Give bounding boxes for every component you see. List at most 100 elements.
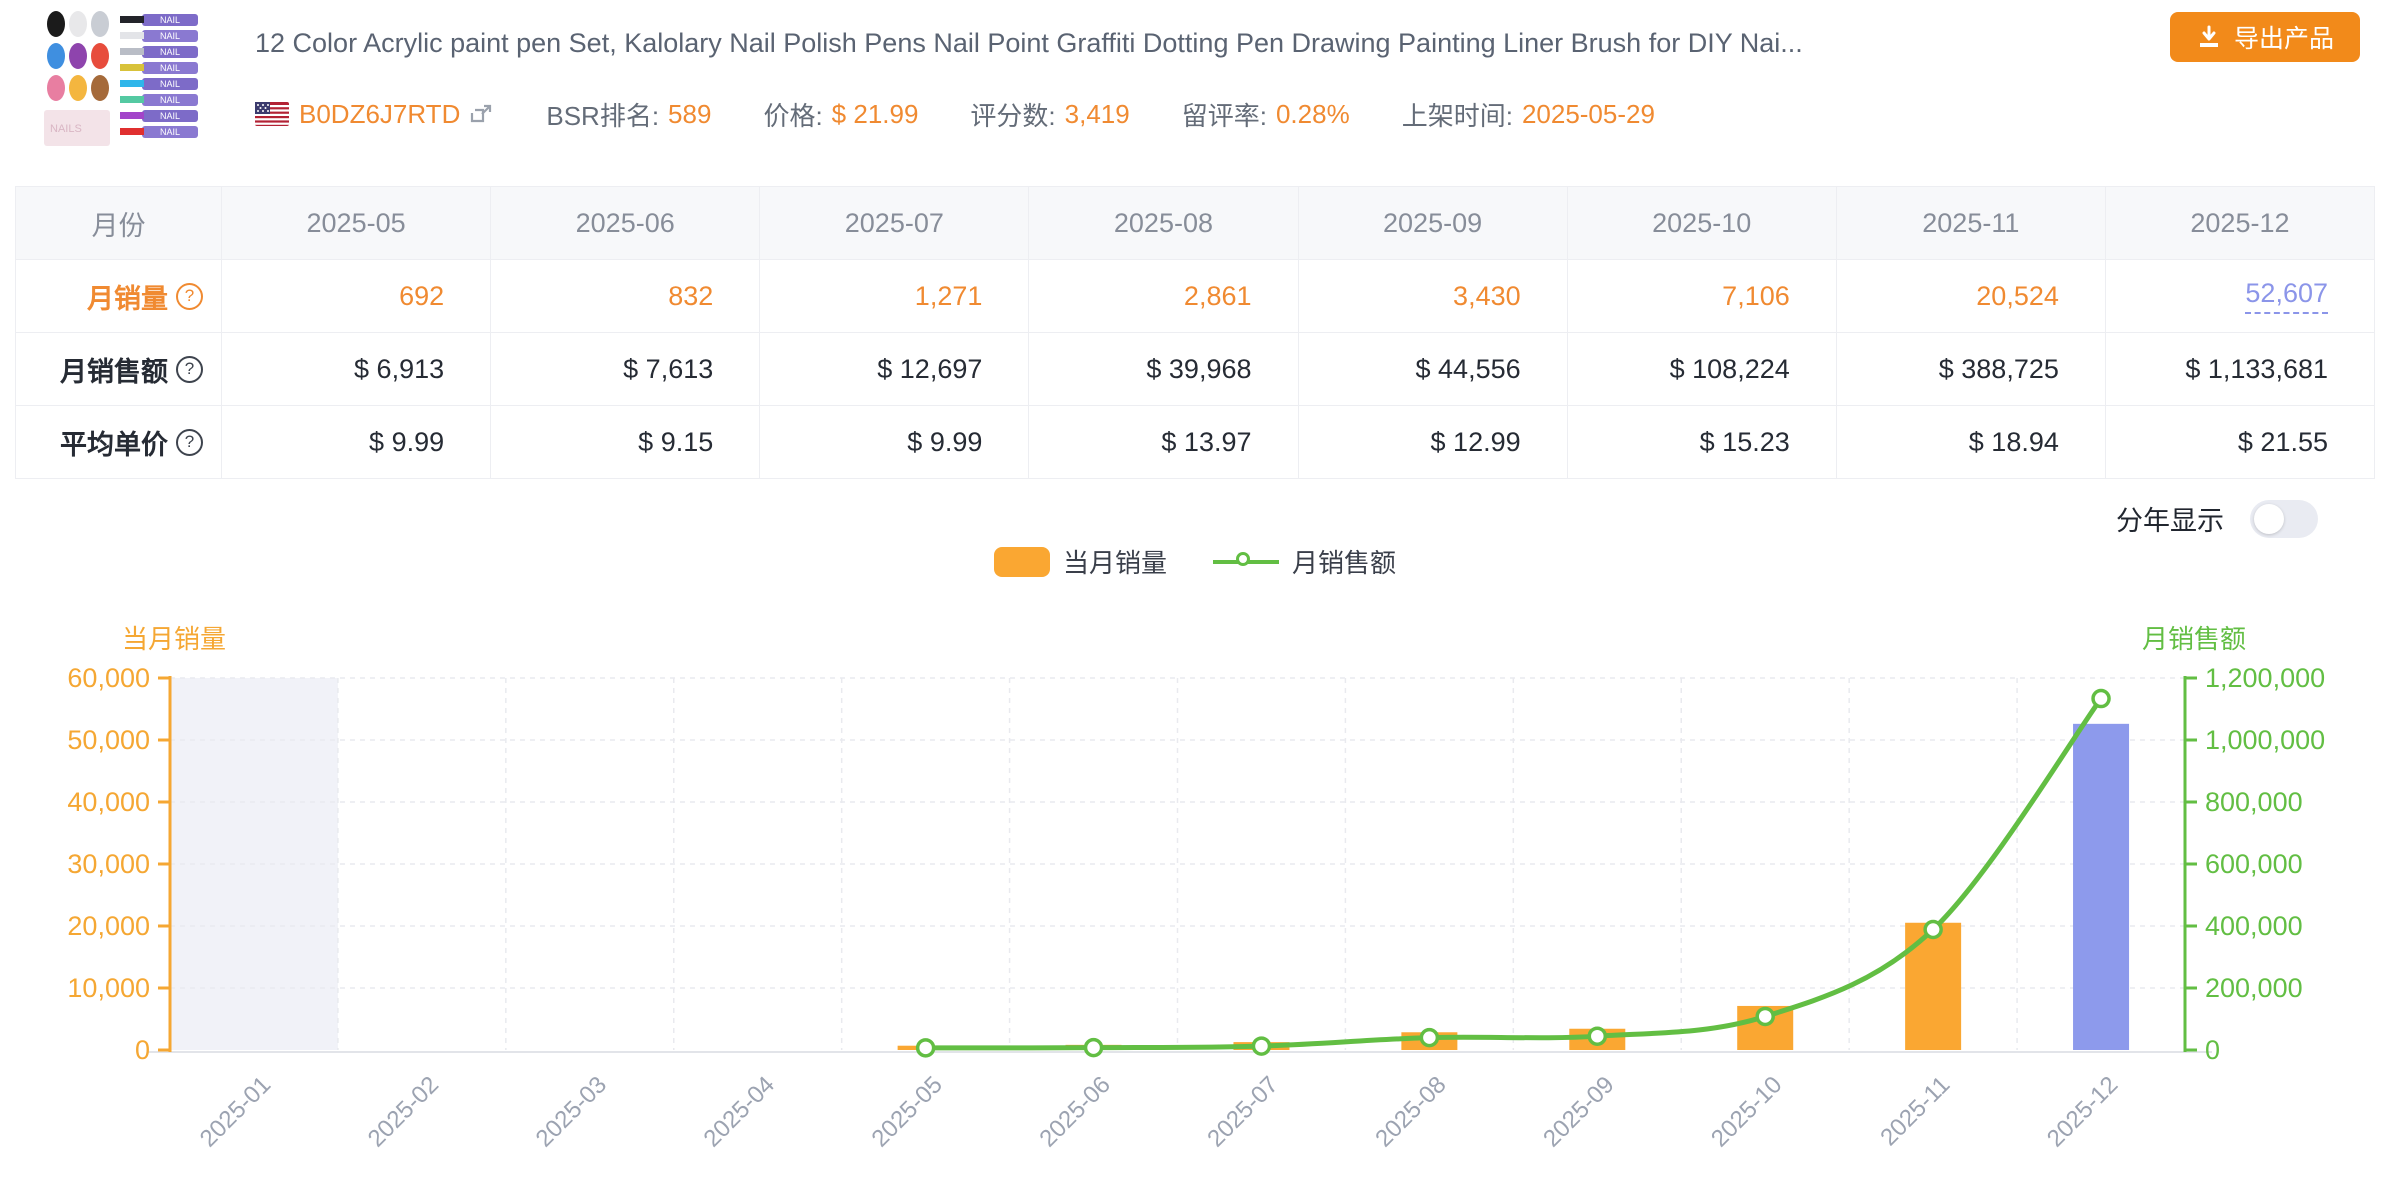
table-cell: $ 9.99 (759, 406, 1028, 478)
metric-value: 2025-05-29 (1521, 98, 1655, 129)
export-product-button[interactable]: 导出产品 (2169, 12, 2360, 62)
col-header: 2025-06 (490, 187, 759, 259)
left-axis-tick: 10,000 (67, 973, 150, 1003)
metric-label: BSR排名: (546, 100, 660, 131)
metric-ratings: 评分数: 3,419 (970, 96, 1129, 133)
revenue-point[interactable] (2091, 688, 2111, 709)
col-header: 2025-08 (1028, 187, 1297, 259)
svg-text:NAIL: NAIL (160, 79, 180, 89)
right-axis-tick: 600,000 (2205, 849, 2303, 879)
help-icon[interactable]: ? (176, 355, 203, 383)
table-cell: $ 21.55 (2104, 406, 2374, 478)
revenue-point[interactable] (1083, 1037, 1104, 1058)
svg-text:NAIL: NAIL (160, 31, 180, 41)
table-row-monthly-sales: 月销量 ? 692 832 1,271 2,861 3,430 7,106 20… (16, 259, 2374, 332)
left-axis-tick: 0 (135, 1035, 150, 1065)
export-button-label: 导出产品 (2233, 25, 2334, 53)
legend-item-sales[interactable]: 当月销量 (993, 543, 1167, 580)
left-axis-tick: 50,000 (67, 725, 150, 755)
metric-label: 留评率: (1181, 100, 1267, 131)
table-cell: $ 1,133,681 (2104, 333, 2374, 405)
left-axis-tick: 20,000 (67, 911, 150, 941)
x-axis-label: 2025-12 (2042, 1071, 2123, 1152)
revenue-point[interactable] (1251, 1036, 1272, 1056)
sales-chart: 0 10,000 20,000 30,000 40,000 50,000 60,000 当月销… (67, 624, 2325, 1153)
legend-item-revenue[interactable]: 月销售额 (1213, 543, 1396, 580)
metric-label: 价格: (763, 100, 823, 131)
monthly-stats-table: 月份 2025-05 2025-06 2025-07 2025-08 2025-… (15, 186, 2375, 479)
help-icon[interactable]: ? (176, 428, 203, 456)
table-cell: $ 15.23 (1566, 406, 1836, 478)
svg-text:NAIL: NAIL (160, 127, 180, 137)
year-toggle-label: 分年显示 (2116, 506, 2224, 536)
x-axis-label: 2025-09 (1538, 1071, 1619, 1152)
table-cell: 52,607 (2104, 260, 2374, 332)
x-axis-label: 2025-04 (699, 1071, 780, 1152)
year-toggle-switch[interactable] (2250, 499, 2318, 538)
table-cell: 2,861 (1028, 260, 1297, 332)
left-axis-tick: 60,000 (67, 663, 150, 693)
revenue-point[interactable] (1755, 1006, 1775, 1027)
table-cell: $ 6,913 (221, 333, 490, 405)
bar-2025-11[interactable] (1905, 922, 1962, 1050)
table-cell: 1,271 (759, 260, 1028, 332)
table-row-monthly-revenue: 月销售额 ? $ 6,913 $ 7,613 $ 12,697 $ 39,968… (16, 332, 2374, 405)
col-header: 2025-10 (1566, 187, 1836, 259)
col-header: 2025-11 (1835, 187, 2105, 259)
revenue-point[interactable] (915, 1038, 936, 1058)
table-cell: $ 9.99 (221, 406, 490, 478)
asin-link[interactable]: B0DZ6J7RTD (299, 98, 461, 129)
revenue-point[interactable] (1587, 1026, 1608, 1046)
us-flag-icon (255, 102, 289, 126)
right-axis-tick: 400,000 (2205, 911, 2303, 941)
latest-sales-link[interactable]: 52,607 (2245, 278, 2328, 314)
left-axis-tick: 40,000 (67, 787, 150, 817)
metric-label: 上架时间: (1401, 100, 1513, 131)
nail-art-thumbs: NAILS (44, 11, 110, 146)
x-axis-label: 2025-01 (195, 1071, 276, 1152)
table-cell: $ 388,725 (1835, 333, 2105, 405)
x-axis-label: 2025-11 (1875, 1071, 1955, 1151)
svg-text:NAILS: NAILS (50, 123, 82, 135)
legend-label: 当月销量 (1062, 548, 1167, 578)
right-axis-tick: 200,000 (2205, 973, 2303, 1003)
legend-bar-swatch (993, 546, 1050, 577)
table-cell: 20,524 (1835, 260, 2105, 332)
legend-line-marker (1236, 551, 1250, 566)
x-axis-label: 2025-02 (363, 1071, 444, 1152)
help-icon[interactable]: ? (176, 282, 203, 310)
col-header: 2025-12 (2104, 187, 2374, 259)
svg-text:NAIL: NAIL (160, 111, 180, 121)
chart-legend: 当月销量 月销售额 (0, 543, 2390, 580)
bar-2025-12[interactable] (2073, 723, 2130, 1050)
metric-label: 评分数: (970, 100, 1056, 131)
row-label: 月销量 ? (16, 260, 221, 332)
revenue-point[interactable] (1923, 919, 1943, 940)
year-display-control: 分年显示 (2116, 499, 2318, 538)
external-link-icon[interactable] (470, 102, 494, 126)
row-label-text: 平均单价 (60, 429, 168, 460)
table-cell: 7,106 (1566, 260, 1836, 332)
metric-price: 价格: $ 21.99 (763, 96, 918, 133)
metric-review-rate: 留评率: 0.28% (1182, 96, 1350, 133)
revenue-point[interactable] (1419, 1027, 1440, 1048)
svg-text:NAIL: NAIL (160, 15, 180, 25)
product-image[interactable]: NAILS NAIL NAIL NAIL NAIL NAIL NAIL NAIL… (42, 10, 202, 148)
product-title: 12 Color Acrylic paint pen Set, Kalolary… (255, 28, 1803, 58)
x-axis-label: 2025-05 (866, 1071, 947, 1152)
metric-bsr: BSR排名: 589 (546, 96, 711, 133)
col-header-month: 月份 (91, 210, 146, 241)
toggle-knob (2254, 503, 2284, 534)
legend-label: 月销售额 (1292, 548, 1397, 578)
right-axis-tick: 1,200,000 (2205, 663, 2325, 693)
metric-value: 589 (668, 98, 712, 129)
x-axis-label: 2025-07 (1202, 1071, 1283, 1152)
table-row-average-price: 平均单价 ? $ 9.99 $ 9.15 $ 9.99 $ 13.97 $ 12… (16, 405, 2374, 478)
metric-value: 3,419 (1064, 98, 1130, 129)
metric-value: 0.28% (1275, 98, 1350, 129)
table-cell: $ 7,613 (490, 333, 759, 405)
x-axis-label: 2025-08 (1370, 1071, 1451, 1152)
right-axis-name: 月销售额 (2142, 624, 2246, 654)
table-cell: $ 9.15 (490, 406, 759, 478)
right-axis-tick: 1,000,000 (2205, 725, 2325, 755)
